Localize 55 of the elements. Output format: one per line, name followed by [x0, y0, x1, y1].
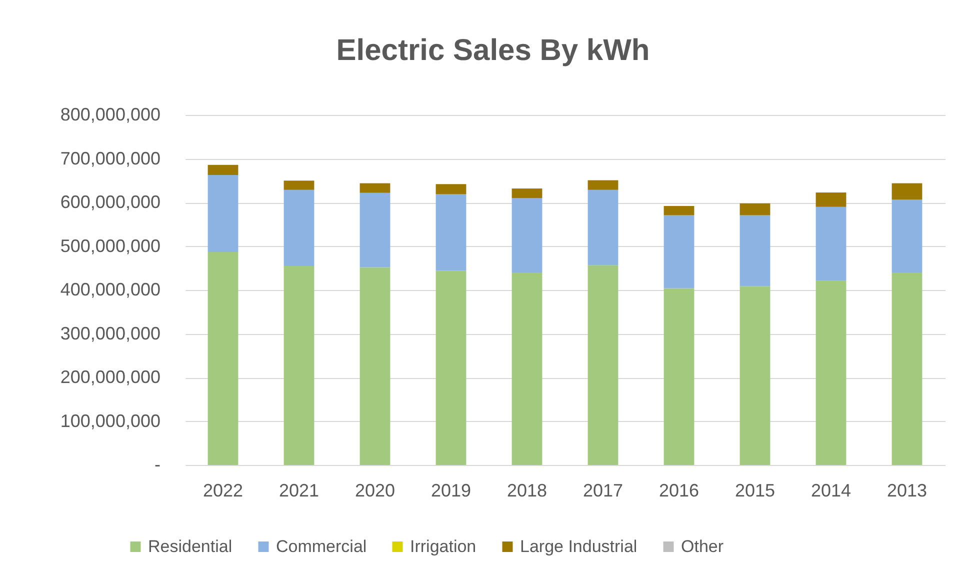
- bar: [664, 215, 694, 288]
- x-tick-label: 2015: [734, 480, 776, 500]
- y-tick-label: 700,000,000: [60, 148, 160, 168]
- x-tick-label: 2021: [278, 480, 320, 500]
- x-tick-label: 2019: [430, 480, 472, 500]
- bar: [816, 206, 846, 281]
- bar: [284, 190, 314, 266]
- bar: [284, 180, 314, 190]
- bar: [816, 192, 846, 207]
- y-tick-label: 600,000,000: [60, 192, 160, 212]
- y-tick-label: 200,000,000: [60, 367, 160, 387]
- bar: [512, 272, 542, 465]
- bar: [664, 288, 694, 465]
- bar: [740, 286, 770, 465]
- legend-label: Residential: [148, 536, 232, 556]
- x-tick-label: 2016: [658, 480, 700, 500]
- x-tick-label: 2018: [506, 480, 548, 500]
- bar: [208, 164, 238, 175]
- x-tick-label: 2022: [202, 480, 244, 500]
- bar: [664, 206, 694, 216]
- bar: [512, 188, 542, 198]
- bar: [284, 266, 314, 465]
- bar: [892, 199, 922, 272]
- y-tick-label: 800,000,000: [60, 104, 160, 124]
- x-tick-label: 2020: [354, 480, 396, 500]
- y-tick-label: 100,000,000: [60, 410, 160, 431]
- legend-label: Large Industrial: [520, 536, 638, 556]
- y-tick-label: 300,000,000: [60, 323, 160, 344]
- bar: [740, 215, 770, 286]
- y-tick-label: 500,000,000: [60, 236, 160, 256]
- y-tick-label: -: [154, 454, 160, 474]
- bar: [436, 194, 466, 271]
- bar: [208, 252, 238, 465]
- chart-title: Electric Sales By kWh: [336, 34, 650, 67]
- y-tick-label: 400,000,000: [60, 280, 160, 300]
- bar: [588, 190, 618, 266]
- bar: [816, 280, 846, 465]
- bar: [436, 184, 466, 194]
- bar: [208, 174, 238, 252]
- x-tick-label: 2014: [810, 480, 852, 500]
- bar: [892, 183, 922, 200]
- bar: [588, 180, 618, 190]
- legend-label: Irrigation: [410, 536, 476, 556]
- x-tick-label: 2013: [886, 480, 928, 500]
- bar: [588, 265, 618, 465]
- legend-label: Commercial: [276, 536, 367, 556]
- bar: [512, 198, 542, 272]
- bar: [360, 183, 390, 193]
- legend-label: Other: [681, 536, 724, 556]
- bar: [436, 270, 466, 465]
- bar: [360, 192, 390, 268]
- bar: [892, 272, 922, 465]
- x-tick-label: 2017: [582, 480, 624, 500]
- bar: [360, 267, 390, 465]
- bar: [740, 203, 770, 216]
